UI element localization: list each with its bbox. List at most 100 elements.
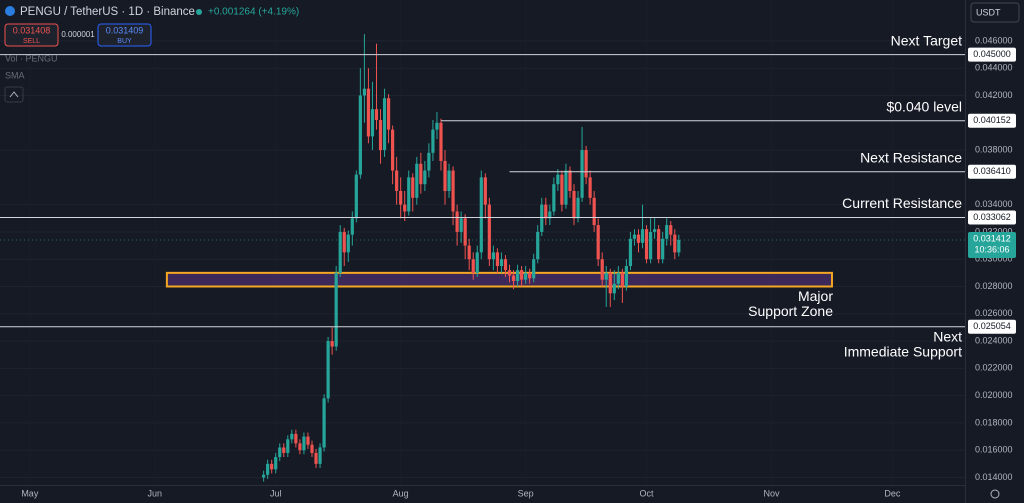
- candle-body: [524, 272, 528, 280]
- candle-body: [374, 109, 379, 121]
- candle-body: [358, 95, 362, 175]
- candle-body: [391, 129, 395, 171]
- candle-body: [584, 150, 588, 178]
- candle-body: [439, 122, 443, 161]
- candle-body: [491, 252, 495, 260]
- candle-body: [568, 170, 572, 191]
- market-status: [196, 9, 202, 15]
- level-annotation: $0.040 level: [886, 98, 962, 114]
- candle-body: [536, 231, 540, 260]
- level-tag: [968, 113, 1016, 128]
- support-zone: [165, 271, 833, 288]
- candle-body: [427, 152, 431, 171]
- candle-body: [431, 129, 435, 153]
- candle-body: [544, 204, 548, 219]
- y-tick-label: 0.028000: [975, 281, 1013, 291]
- y-tick-label: 0.016000: [975, 445, 1013, 455]
- settings-icon[interactable]: [990, 489, 1000, 499]
- x-tick-label: Sep: [518, 488, 534, 498]
- currency-select[interactable]: [970, 2, 1020, 23]
- candle-body: [632, 234, 637, 239]
- candle-body: [612, 283, 616, 294]
- candle-body: [548, 211, 552, 219]
- level-price: 0.033062: [973, 212, 1011, 222]
- level-price: 0.036410: [973, 166, 1011, 176]
- x-tick-label: Jul: [270, 488, 282, 498]
- candle-body: [435, 122, 439, 130]
- y-tick-label: 0.044000: [975, 63, 1013, 73]
- candle-body: [395, 170, 399, 191]
- volume-indicator[interactable]: Vol · PENGU: [5, 53, 58, 63]
- y-tick-label: 0.022000: [975, 363, 1013, 373]
- candle-body: [298, 443, 302, 451]
- candle-body: [673, 234, 677, 253]
- candle-body: [552, 184, 556, 212]
- y-tick-label: 0.034000: [975, 199, 1013, 209]
- candle-body: [382, 98, 387, 151]
- x-tick-label: Dec: [884, 488, 901, 498]
- last-price: 0.031412: [973, 233, 1011, 243]
- collapse-button[interactable]: [4, 86, 24, 103]
- plot-area: 0.046000 0.044000 0.042000 0.038000 0.034000…: [0, 32, 1013, 499]
- candle-body: [483, 177, 487, 205]
- candle-body: [540, 204, 544, 232]
- candle-body: [608, 272, 612, 294]
- candle-body: [278, 447, 282, 458]
- x-tick-label: Aug: [393, 488, 409, 498]
- zone-annotation: Support Zone: [748, 303, 833, 319]
- candle-body: [600, 259, 604, 280]
- candle-body: [624, 266, 629, 287]
- candle-body: [286, 439, 290, 453]
- candle-body: [302, 436, 306, 451]
- candle-body: [467, 245, 471, 260]
- candle-body: [411, 177, 415, 198]
- candle-body: [294, 433, 298, 444]
- last-price-tag: [968, 231, 1016, 258]
- candle-body: [592, 197, 596, 226]
- candle-body: [463, 218, 467, 246]
- y-tick-label: 0.042000: [975, 90, 1013, 100]
- candle-body: [334, 272, 338, 347]
- sell-button[interactable]: [4, 23, 59, 47]
- candle-body: [479, 177, 483, 253]
- candle-body: [270, 463, 274, 470]
- y-tick-label: 0.024000: [975, 335, 1013, 345]
- candle-body: [620, 272, 624, 287]
- candle-body: [455, 211, 459, 232]
- y-tick-label: 0.038000: [975, 144, 1013, 154]
- x-tick-label: Jun: [148, 488, 163, 498]
- level-annotation: Next Target: [891, 32, 962, 48]
- candle-body: [499, 259, 504, 267]
- candle-body: [330, 341, 334, 347]
- sma-indicator[interactable]: SMA: [5, 70, 25, 80]
- candle-body: [564, 170, 568, 205]
- candle-body: [588, 177, 592, 198]
- candle-body: [572, 190, 576, 219]
- y-tick-label: 0.020000: [975, 390, 1013, 400]
- level-price: 0.040152: [973, 115, 1011, 125]
- y-tick-label: 0.026000: [975, 308, 1013, 318]
- level-annotation: Next Resistance: [860, 149, 962, 165]
- candle-body: [443, 160, 447, 191]
- candle-body: [322, 398, 326, 448]
- candle-body: [528, 272, 532, 279]
- price-change: +0.001264 (+4.19%): [208, 7, 299, 18]
- candle-body: [290, 433, 294, 440]
- collapse-icon: [9, 91, 19, 98]
- buy-button[interactable]: [97, 23, 152, 47]
- candle-body: [262, 474, 266, 478]
- candle-body: [616, 272, 620, 284]
- level-price: 0.045000: [973, 49, 1011, 59]
- level-tag: [968, 210, 1016, 225]
- candle-body: [640, 229, 645, 243]
- candle-body: [447, 170, 451, 191]
- candle-body: [354, 174, 358, 219]
- y-tick-label: 0.046000: [975, 35, 1013, 45]
- candle-body: [495, 252, 500, 267]
- x-tick-label: May: [21, 488, 39, 498]
- candle-body: [556, 174, 560, 185]
- spread: 0.000001: [61, 30, 95, 39]
- y-tick-label: 0.030000: [975, 254, 1013, 264]
- candle-body: [350, 218, 354, 235]
